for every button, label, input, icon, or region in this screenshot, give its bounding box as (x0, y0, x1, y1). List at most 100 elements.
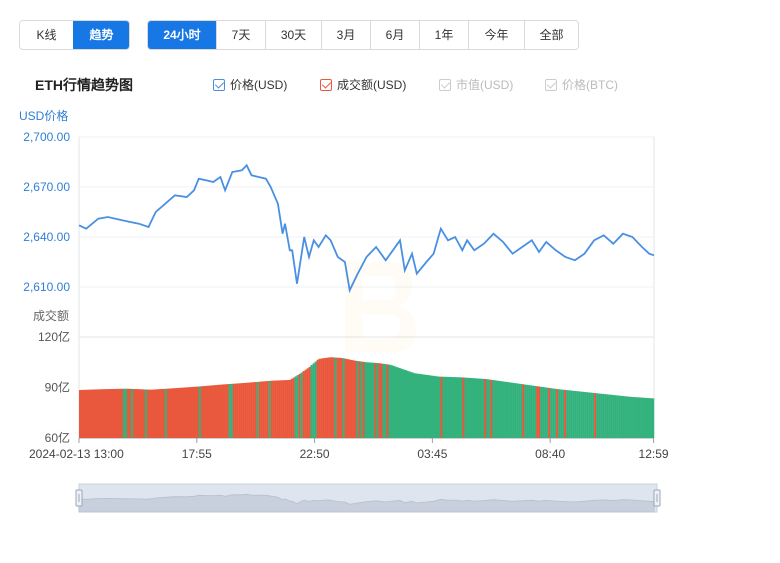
volume-bar (362, 361, 365, 438)
time-navigator[interactable] (75, 483, 661, 513)
view-tab-0[interactable]: K线 (20, 21, 73, 49)
navigator-preview (78, 493, 655, 513)
range-tab-3[interactable]: 3月 (321, 21, 370, 49)
volume-bar (92, 389, 96, 438)
x-tick-label: 08:40 (535, 447, 565, 461)
volume-bar (140, 389, 144, 438)
volume-bar (320, 358, 323, 438)
volume-bar (638, 397, 641, 438)
volume-bar (136, 389, 140, 438)
volume-bar (100, 389, 104, 438)
volume-bar (376, 363, 379, 438)
volume-bar (544, 387, 547, 438)
range-tab-5[interactable]: 1年 (419, 21, 468, 49)
volume-bar (172, 388, 176, 438)
legend-label: 价格(USD) (230, 78, 288, 92)
volume-bar (228, 383, 231, 438)
volume-bar (482, 378, 485, 438)
volume-bar (186, 387, 190, 438)
legend-marketcap-usd[interactable]: 市值(USD) (439, 76, 513, 93)
volume-bar (598, 393, 601, 438)
volume-bar (628, 396, 631, 438)
volume-bar (280, 380, 283, 438)
volume-bar (562, 389, 565, 438)
volume-bar (218, 384, 221, 438)
volume-bar (456, 377, 459, 438)
volume-bar (480, 378, 483, 438)
volume-bar (260, 381, 263, 438)
volume-bar (334, 357, 337, 438)
volume-bar (160, 388, 164, 438)
volume-bar (214, 385, 217, 438)
volume-bar (318, 358, 321, 438)
range-tab-0[interactable]: 24小时 (148, 21, 216, 49)
range-tab-2[interactable]: 30天 (265, 21, 321, 49)
volume-bar (178, 387, 182, 438)
volume-bar (556, 389, 559, 438)
volume-bar (384, 364, 387, 438)
volume-bar (432, 375, 435, 438)
watermark-logo (345, 262, 416, 352)
volume-bar (106, 389, 110, 438)
range-tab-1[interactable]: 7天 (216, 21, 265, 49)
volume-bar (646, 397, 649, 438)
volume-bar (310, 365, 313, 438)
volume-bar (630, 396, 633, 438)
volume-bar (344, 358, 347, 438)
volume-bar (336, 357, 339, 438)
volume-bar (104, 389, 108, 438)
range-tab-4[interactable]: 6月 (370, 21, 419, 49)
range-tab-7[interactable]: 全部 (524, 21, 578, 49)
volume-bar (312, 363, 315, 438)
volume-bar (604, 394, 607, 438)
volume-bar (368, 362, 371, 438)
volume-bar (408, 371, 411, 438)
volume-bar (346, 359, 349, 438)
time-range-tabs: 24小时 7天 30天 3月 6月 1年 今年 全部 (147, 20, 579, 50)
legend-volume-usd[interactable]: 成交额(USD) (320, 76, 406, 93)
volume-bar (292, 377, 295, 438)
volume-bar (128, 388, 132, 438)
volume-bar (96, 389, 100, 438)
legend-price-btc[interactable]: 价格(BTC) (545, 76, 618, 93)
volume-bar (644, 397, 647, 438)
volume-bar (560, 389, 563, 438)
x-tick-label: 22:50 (300, 447, 330, 461)
volume-bar (146, 389, 150, 438)
volume-bar (192, 386, 195, 438)
range-tab-6[interactable]: 今年 (468, 21, 524, 49)
volume-bar (640, 397, 643, 438)
volume-bar (510, 382, 513, 438)
volume-bar (79, 389, 82, 438)
volume-bar (170, 388, 174, 438)
volume-bar (332, 357, 335, 438)
volume-bar (420, 374, 423, 438)
volume-bar (222, 384, 225, 438)
volume-bar (590, 392, 593, 438)
volume-bar (532, 385, 535, 438)
volume-bar (552, 388, 555, 438)
view-tab-1[interactable]: 趋势 (73, 21, 129, 49)
checkbox-unchecked-icon (439, 78, 451, 91)
checkbox-checked-icon (213, 78, 225, 91)
volume-bar (434, 376, 437, 438)
volume-bar (648, 398, 651, 438)
volume-bar (390, 365, 393, 438)
volume-bar (302, 371, 305, 438)
volume-bar (262, 381, 265, 438)
volume-bar (488, 379, 491, 438)
volume-bar (528, 385, 531, 438)
volume-bar (470, 378, 473, 438)
volume-bar (200, 386, 203, 438)
volume-bar (86, 389, 90, 438)
volume-bar (464, 377, 467, 438)
volume-bar (512, 382, 515, 438)
volume-bar (220, 384, 223, 438)
volume-bar (272, 380, 275, 438)
volume-bar (326, 357, 329, 438)
legend-price-usd[interactable]: 价格(USD) (213, 76, 287, 93)
volume-bar (232, 383, 235, 438)
volume-bar (144, 389, 148, 438)
volume-bar (614, 395, 617, 438)
